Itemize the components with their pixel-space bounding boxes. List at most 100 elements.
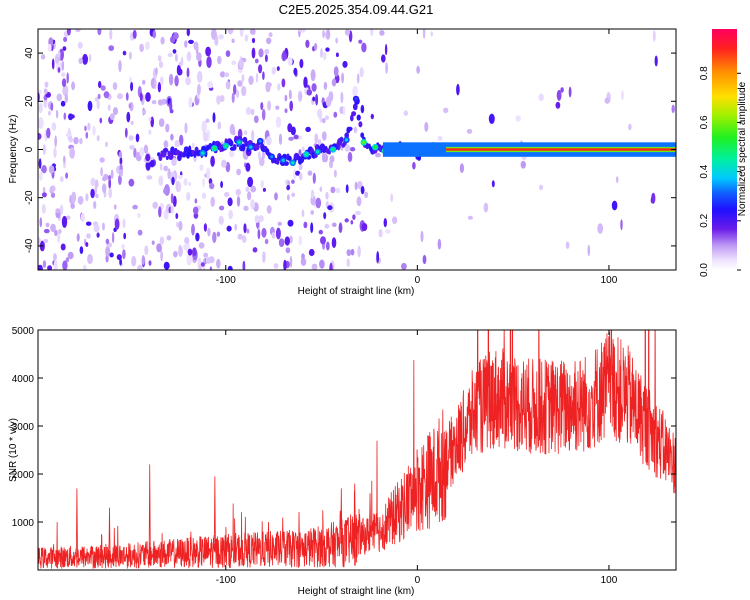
spectrum-noise-cell xyxy=(114,218,120,230)
spectrum-noise-cell xyxy=(46,127,51,139)
spectrum-noise-cell xyxy=(251,47,256,59)
spectrum-noise-cell xyxy=(244,34,249,42)
spectrum-noise-cell xyxy=(158,175,164,187)
spectrum-noise-cell xyxy=(119,156,123,166)
spectrum-noise-cell xyxy=(321,131,327,141)
spectrum-noise-cell xyxy=(172,195,177,207)
spectrum-noise-cell xyxy=(118,174,122,186)
spectrum-noise-cell xyxy=(370,29,374,37)
spectrum-noise-cell xyxy=(60,204,64,216)
spectrum-noise-cell xyxy=(160,163,163,171)
spectrum-noise-cell xyxy=(247,176,254,188)
spectrum-noise-cell xyxy=(128,135,134,141)
spectrum-noise-cell xyxy=(206,167,211,180)
snr-y-tick-label: 1000 xyxy=(12,518,35,529)
spectrum-noise-cell xyxy=(312,96,316,102)
spectrum-noise-cell xyxy=(54,135,57,148)
spectrum-noise-cell xyxy=(491,180,495,188)
spectrum-noise-cell xyxy=(568,86,572,98)
spectrum-noise-cell xyxy=(335,37,339,44)
spectrum-noise-cell xyxy=(328,91,334,102)
spectrum-noise-cell xyxy=(219,205,225,211)
spectrum-noise-cell xyxy=(146,175,153,180)
spectrum-noise-cell xyxy=(188,96,193,108)
spectrogram-y-label: Frequency (Hz) xyxy=(8,115,19,184)
signal-feature-core xyxy=(270,155,274,159)
spectrum-noise-cell xyxy=(488,113,495,125)
spectrum-noise-cell xyxy=(196,52,202,62)
spectrum-noise-cell xyxy=(148,260,152,266)
spectrum-noise-cell xyxy=(38,133,42,140)
spectrum-noise-cell xyxy=(201,192,207,200)
spectrum-noise-cell xyxy=(193,41,199,51)
spectrum-noise-cell xyxy=(150,116,154,128)
spectrum-noise-cell xyxy=(183,178,188,186)
spectrum-noise-cell xyxy=(54,229,58,237)
spectrum-noise-cell xyxy=(321,118,326,124)
spectrum-noise-cell xyxy=(237,80,243,87)
spectrum-noise-cell xyxy=(38,102,43,114)
spectrum-noise-cell xyxy=(224,72,230,78)
spectrum-noise-cell xyxy=(107,104,111,111)
spectrum-noise-cell xyxy=(130,120,134,125)
spectrum-noise-cell xyxy=(287,56,293,66)
spectrum-noise-cell xyxy=(126,111,131,123)
spectrum-noise-cell xyxy=(231,92,235,104)
spectrum-noise-cell xyxy=(248,75,254,86)
snr-panel: -100 0 100 1000 2000 3000 4000 5000 Height of s… xyxy=(8,326,677,597)
spectrum-noise-cell xyxy=(422,254,427,265)
spectrum-noise-cell xyxy=(403,110,409,116)
spectrum-noise-cell xyxy=(556,89,562,101)
spectrum-noise-cell xyxy=(291,179,295,184)
signal-band-cell xyxy=(360,132,365,138)
spectrum-noise-cell xyxy=(62,260,68,270)
spectrum-noise-cell xyxy=(142,79,146,85)
spectrum-noise-cell xyxy=(311,263,318,270)
spectrum-noise-cell xyxy=(202,131,206,139)
spectrogram-x-label: Height of straight line (km) xyxy=(298,286,415,297)
spectrum-noise-cell xyxy=(341,72,344,84)
spectrum-noise-cell xyxy=(165,123,170,133)
spectrum-noise-cell xyxy=(132,204,138,210)
spectrum-noise-cell xyxy=(128,51,132,60)
spectrum-noise-cell xyxy=(327,29,330,40)
spectrum-noise-cell xyxy=(335,52,339,58)
spectrum-noise-cell xyxy=(217,55,222,65)
spectrum-noise-cell xyxy=(278,238,285,248)
snr-y-tick-label: 4000 xyxy=(12,374,35,385)
spectrum-noise-cell xyxy=(118,151,123,159)
snr-series-line xyxy=(38,330,676,570)
spectrum-noise-cell xyxy=(148,117,152,122)
spectrum-noise-cell xyxy=(364,191,369,198)
spectrum-noise-cell xyxy=(219,95,225,102)
spectrum-noise-cell xyxy=(80,212,85,223)
spectrum-noise-cell xyxy=(258,64,263,74)
spectrum-noise-cell xyxy=(227,29,234,35)
spectrum-noise-cell xyxy=(359,67,364,78)
spectrum-noise-cell xyxy=(216,231,221,237)
spectrum-noise-cell xyxy=(266,37,272,45)
spectrum-noise-cell xyxy=(94,183,98,195)
spectrum-noise-cell xyxy=(288,89,292,100)
snr-y-tick-label: 3000 xyxy=(12,422,35,433)
spectrum-noise-cell xyxy=(319,259,325,269)
spectrum-noise-cell xyxy=(217,121,222,130)
spectrum-noise-cell xyxy=(211,29,217,40)
spectrum-noise-cell xyxy=(66,29,71,36)
spectrum-noise-cell xyxy=(176,64,181,76)
spectrum-noise-cell xyxy=(241,85,247,97)
spectrum-noise-cell xyxy=(246,107,251,115)
spectrum-noise-cell xyxy=(277,83,281,91)
spectrum-noise-cell xyxy=(310,189,315,199)
signal-feature-core xyxy=(212,146,216,150)
colorbar: 0.0 0.2 0.4 0.6 0.8 Normalized spectral ampl… xyxy=(699,29,748,277)
spectrum-noise-cell xyxy=(155,67,158,75)
spectrum-noise-cell xyxy=(264,48,270,55)
spectrum-noise-cell xyxy=(235,188,241,196)
spectrum-noise-cell xyxy=(68,137,73,143)
spectrum-noise-cell xyxy=(51,58,55,70)
spectrum-noise-cell xyxy=(178,220,183,231)
spectrum-noise-cell xyxy=(87,100,93,112)
spectrum-noise-cell xyxy=(108,187,112,199)
spectrum-noise-cell xyxy=(99,157,105,163)
